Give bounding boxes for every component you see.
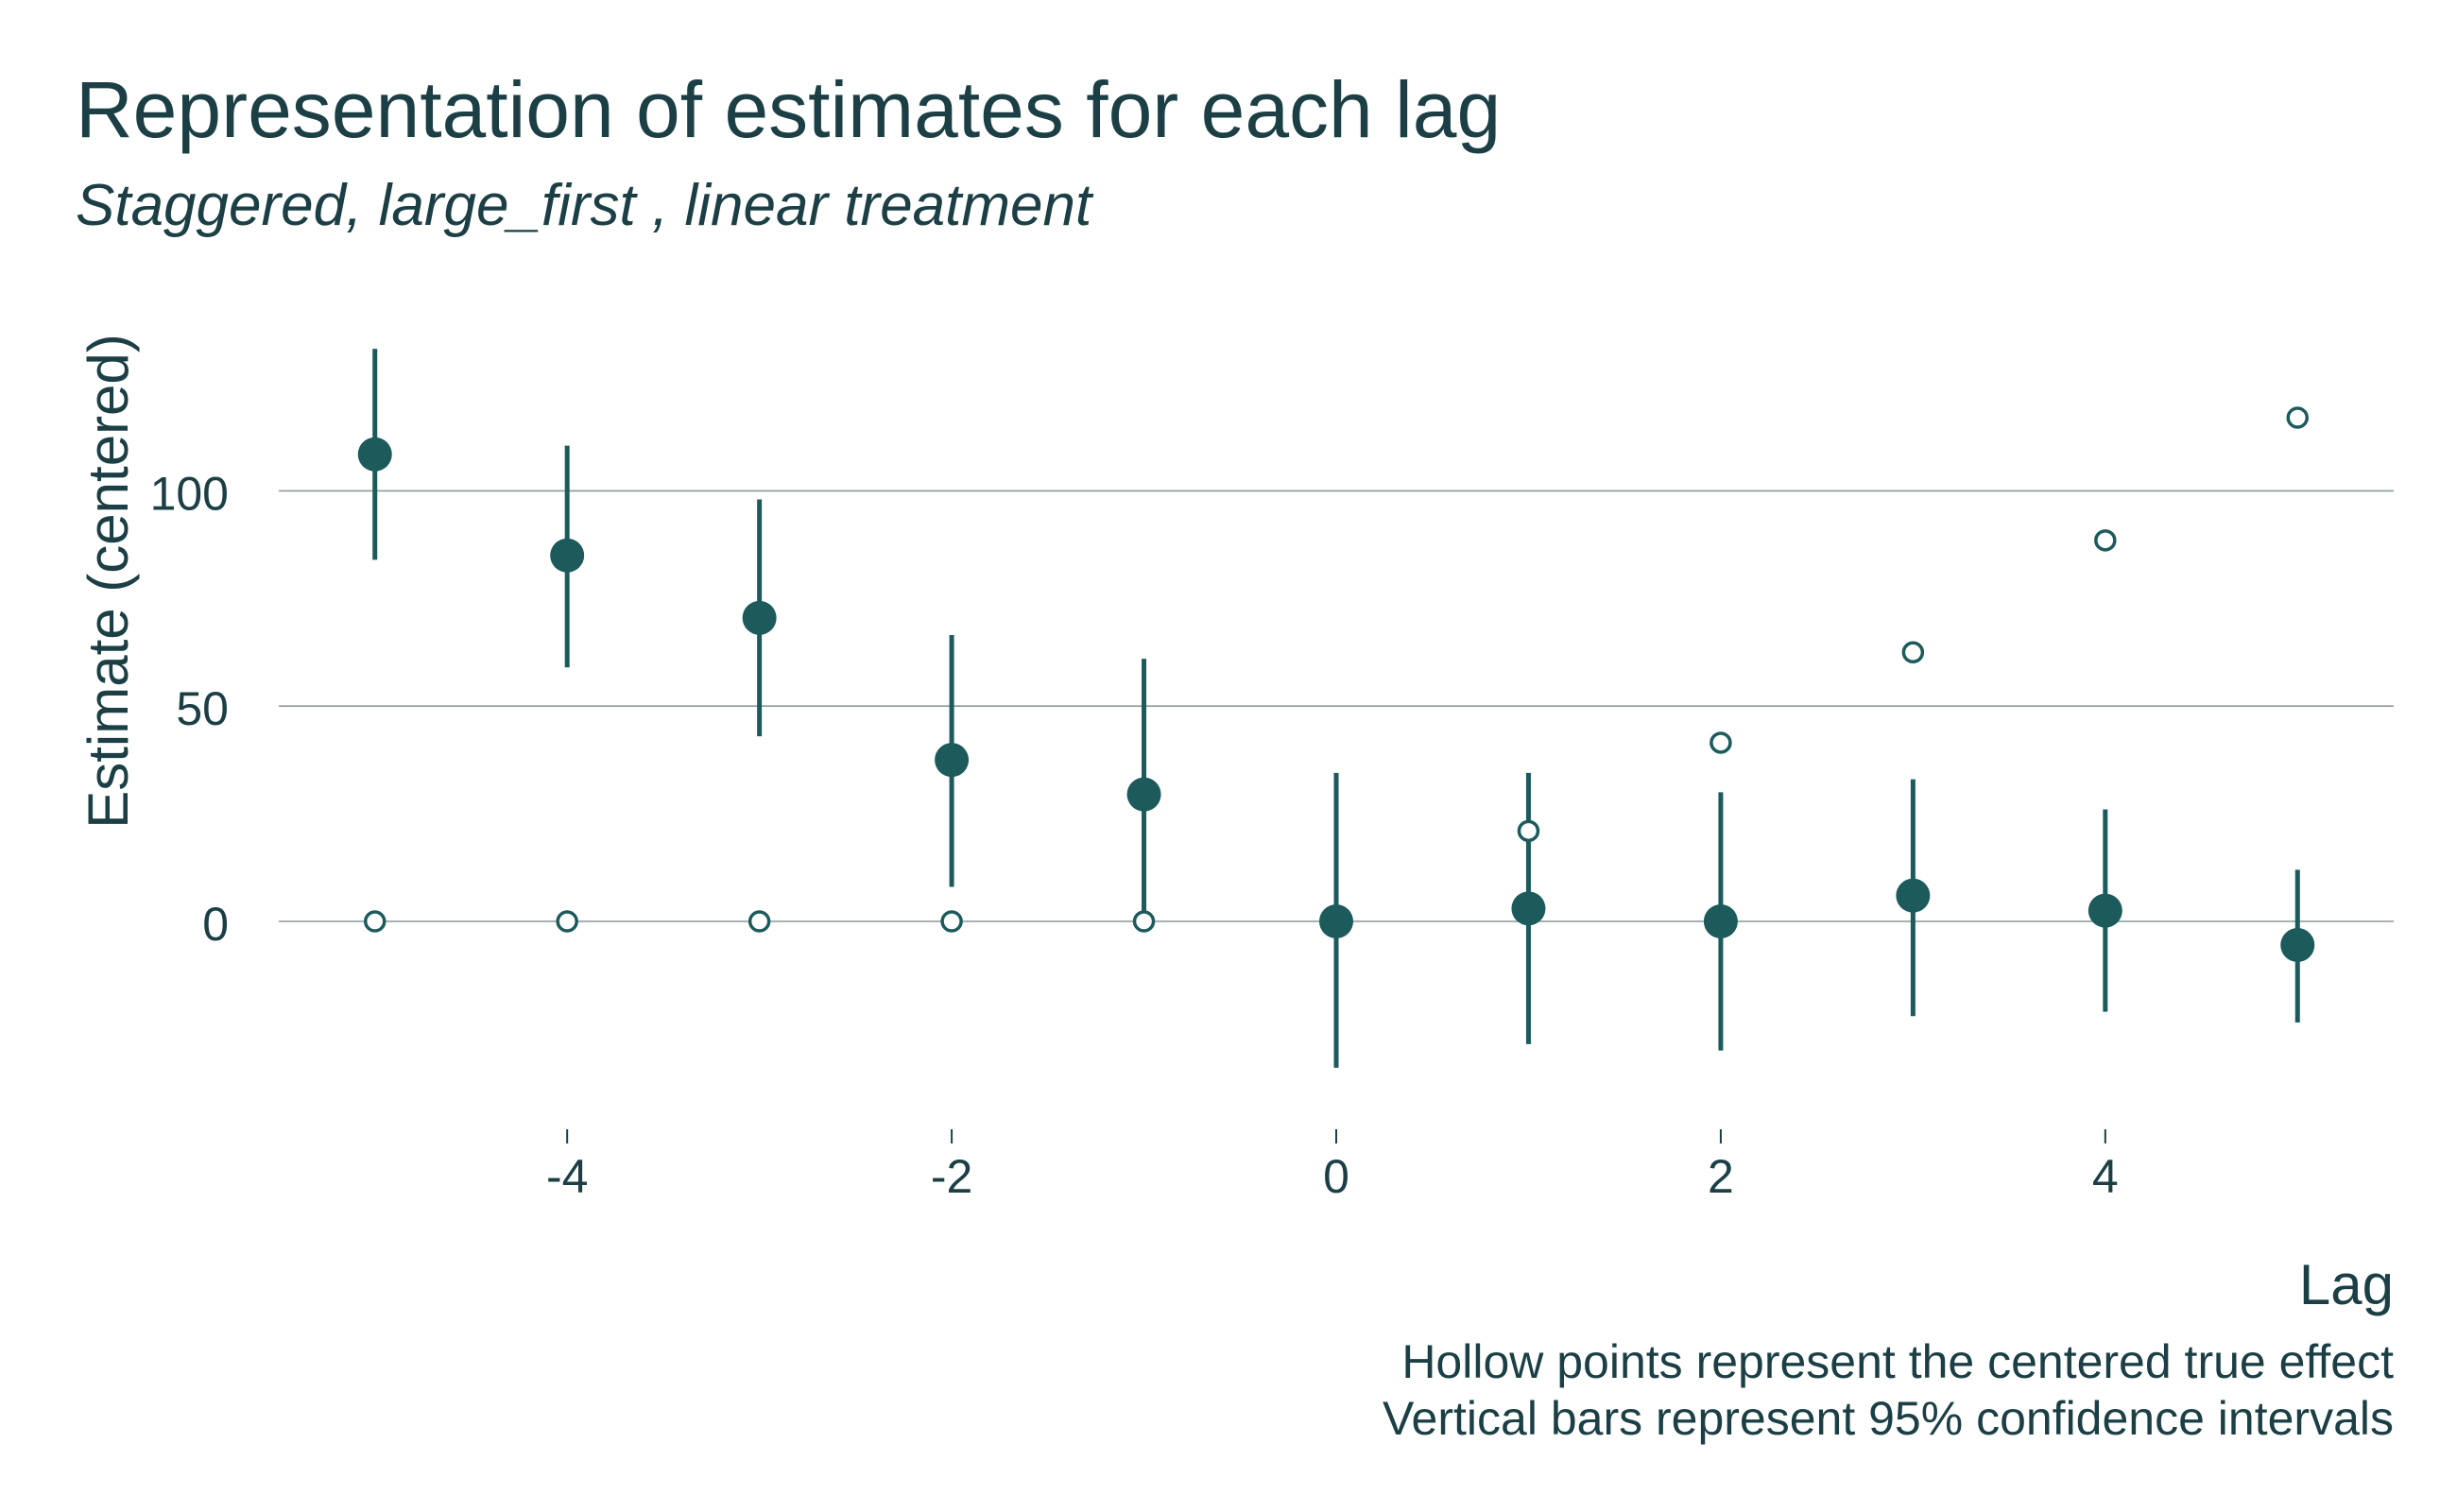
- y-tick-label: 0: [202, 898, 229, 951]
- estimate-points: [357, 437, 2315, 963]
- estimate-point: [1703, 904, 1738, 938]
- true-effect-point: [1901, 641, 1925, 664]
- x-tick-label: 4: [2092, 1150, 2119, 1203]
- y-tick-label: 100: [150, 467, 229, 520]
- estimate-point: [935, 743, 970, 778]
- true-effect-point: [940, 910, 963, 933]
- estimate-point: [1126, 777, 1161, 812]
- estimate-point: [2280, 928, 2315, 963]
- estimate-point: [357, 437, 392, 472]
- estimate-point: [2088, 893, 2122, 928]
- estimate-point: [1511, 891, 1546, 926]
- y-tick-labels: 0 50 100: [150, 467, 229, 951]
- x-tick-label: 2: [1708, 1150, 1734, 1203]
- true-effect-point: [2286, 406, 2310, 429]
- x-axis-label: Lag: [2298, 1253, 2394, 1316]
- caption-line-1: Hollow points represent the centered tru…: [1401, 1335, 2394, 1388]
- true-effect-point: [747, 910, 771, 933]
- confidence-intervals: [372, 349, 2300, 1068]
- true-effect-point: [1517, 819, 1540, 843]
- estimate-point: [1896, 878, 1931, 913]
- true-effect-point: [1710, 731, 1732, 754]
- y-axis-label: Estimate (centered): [77, 334, 140, 829]
- y-tick-label: 50: [176, 682, 229, 735]
- caption-line-2: Vertical bars represent 95% confidence i…: [1382, 1392, 2394, 1445]
- x-axis-ticks: -4 -2 0 2 4: [546, 1129, 2119, 1203]
- chart-subtitle: Staggered, large_first , linear treatmen…: [76, 173, 1092, 238]
- x-tick-label: -4: [546, 1150, 588, 1203]
- true-effect-point: [1132, 910, 1156, 933]
- true-effect-point: [2094, 529, 2117, 552]
- true-effect-point: [363, 910, 387, 933]
- true-effect-point: [556, 910, 578, 933]
- x-tick-label: 0: [1323, 1150, 1349, 1203]
- chart-title: Representation of estimates for each lag: [76, 65, 1502, 154]
- estimate-point: [742, 600, 777, 635]
- x-tick-label: -2: [931, 1150, 972, 1203]
- estimate-point: [1319, 904, 1353, 938]
- estimate-point: [550, 538, 585, 573]
